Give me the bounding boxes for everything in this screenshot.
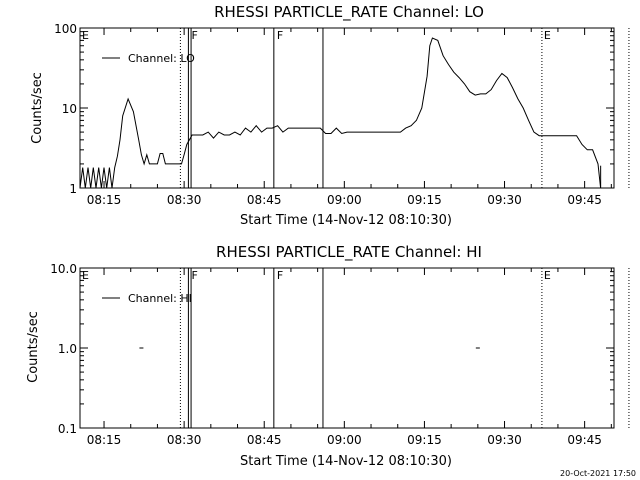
xlabel-lo: Start Time (14-Nov-12 08:10:30)	[240, 213, 452, 228]
x-tick-label-hi: 08:15	[87, 433, 122, 447]
flag-label-hi: E	[82, 269, 89, 282]
y-tick-label-hi: 10.0	[50, 262, 77, 276]
footer-timestamp: 20-Oct-2021 17:50	[560, 469, 636, 478]
flag-label-lo: E	[544, 29, 551, 42]
series-line-lo	[80, 37, 614, 188]
x-tick-label-hi: 08:30	[167, 433, 202, 447]
flag-label-hi: F	[191, 269, 197, 282]
ylabel-lo: Counts/sec	[30, 72, 45, 144]
flag-label-lo: F	[191, 29, 197, 42]
flag-label-hi: F	[277, 269, 283, 282]
x-tick-label-hi: 09:45	[567, 433, 602, 447]
legend-label-hi: Channel: HI	[128, 292, 192, 305]
panel-hi: RHESSI PARTICLE_RATE Channel: HI Counts/…	[26, 243, 630, 469]
x-tick-label-hi: 08:45	[247, 433, 282, 447]
y-tick-label-hi: 1.0	[58, 342, 77, 356]
y-tick-label-lo: 100	[54, 22, 77, 36]
x-tick-label-lo: 08:15	[87, 193, 122, 207]
x-tick-label-hi: 09:15	[407, 433, 442, 447]
legend-label-lo: Channel: LO	[128, 52, 195, 65]
x-tick-label-lo: 09:00	[327, 193, 362, 207]
panel-lo: RHESSI PARTICLE_RATE Channel: LO Counts/…	[30, 3, 630, 228]
x-tick-label-lo: 08:30	[167, 193, 202, 207]
xlabel-hi: Start Time (14-Nov-12 08:10:30)	[240, 454, 452, 469]
x-tick-label-lo: 08:45	[247, 193, 282, 207]
x-tick-label-lo: 09:15	[407, 193, 442, 207]
flag-label-lo: F	[277, 29, 283, 42]
chart-title-lo: RHESSI PARTICLE_RATE Channel: LO	[214, 3, 484, 22]
flag-label-hi: E	[544, 269, 551, 282]
x-tick-label-lo: 09:30	[487, 193, 522, 207]
x-tick-label-hi: 09:00	[327, 433, 362, 447]
ylabel-hi: Counts/sec	[26, 311, 41, 383]
flag-label-lo: E	[82, 29, 89, 42]
y-tick-label-lo: 1	[69, 182, 77, 196]
x-tick-label-hi: 09:30	[487, 433, 522, 447]
y-tick-label-hi: 0.1	[58, 422, 77, 436]
y-tick-label-lo: 10	[62, 102, 77, 116]
chart-title-hi: RHESSI PARTICLE_RATE Channel: HI	[216, 243, 482, 262]
x-tick-label-lo: 09:45	[567, 193, 602, 207]
